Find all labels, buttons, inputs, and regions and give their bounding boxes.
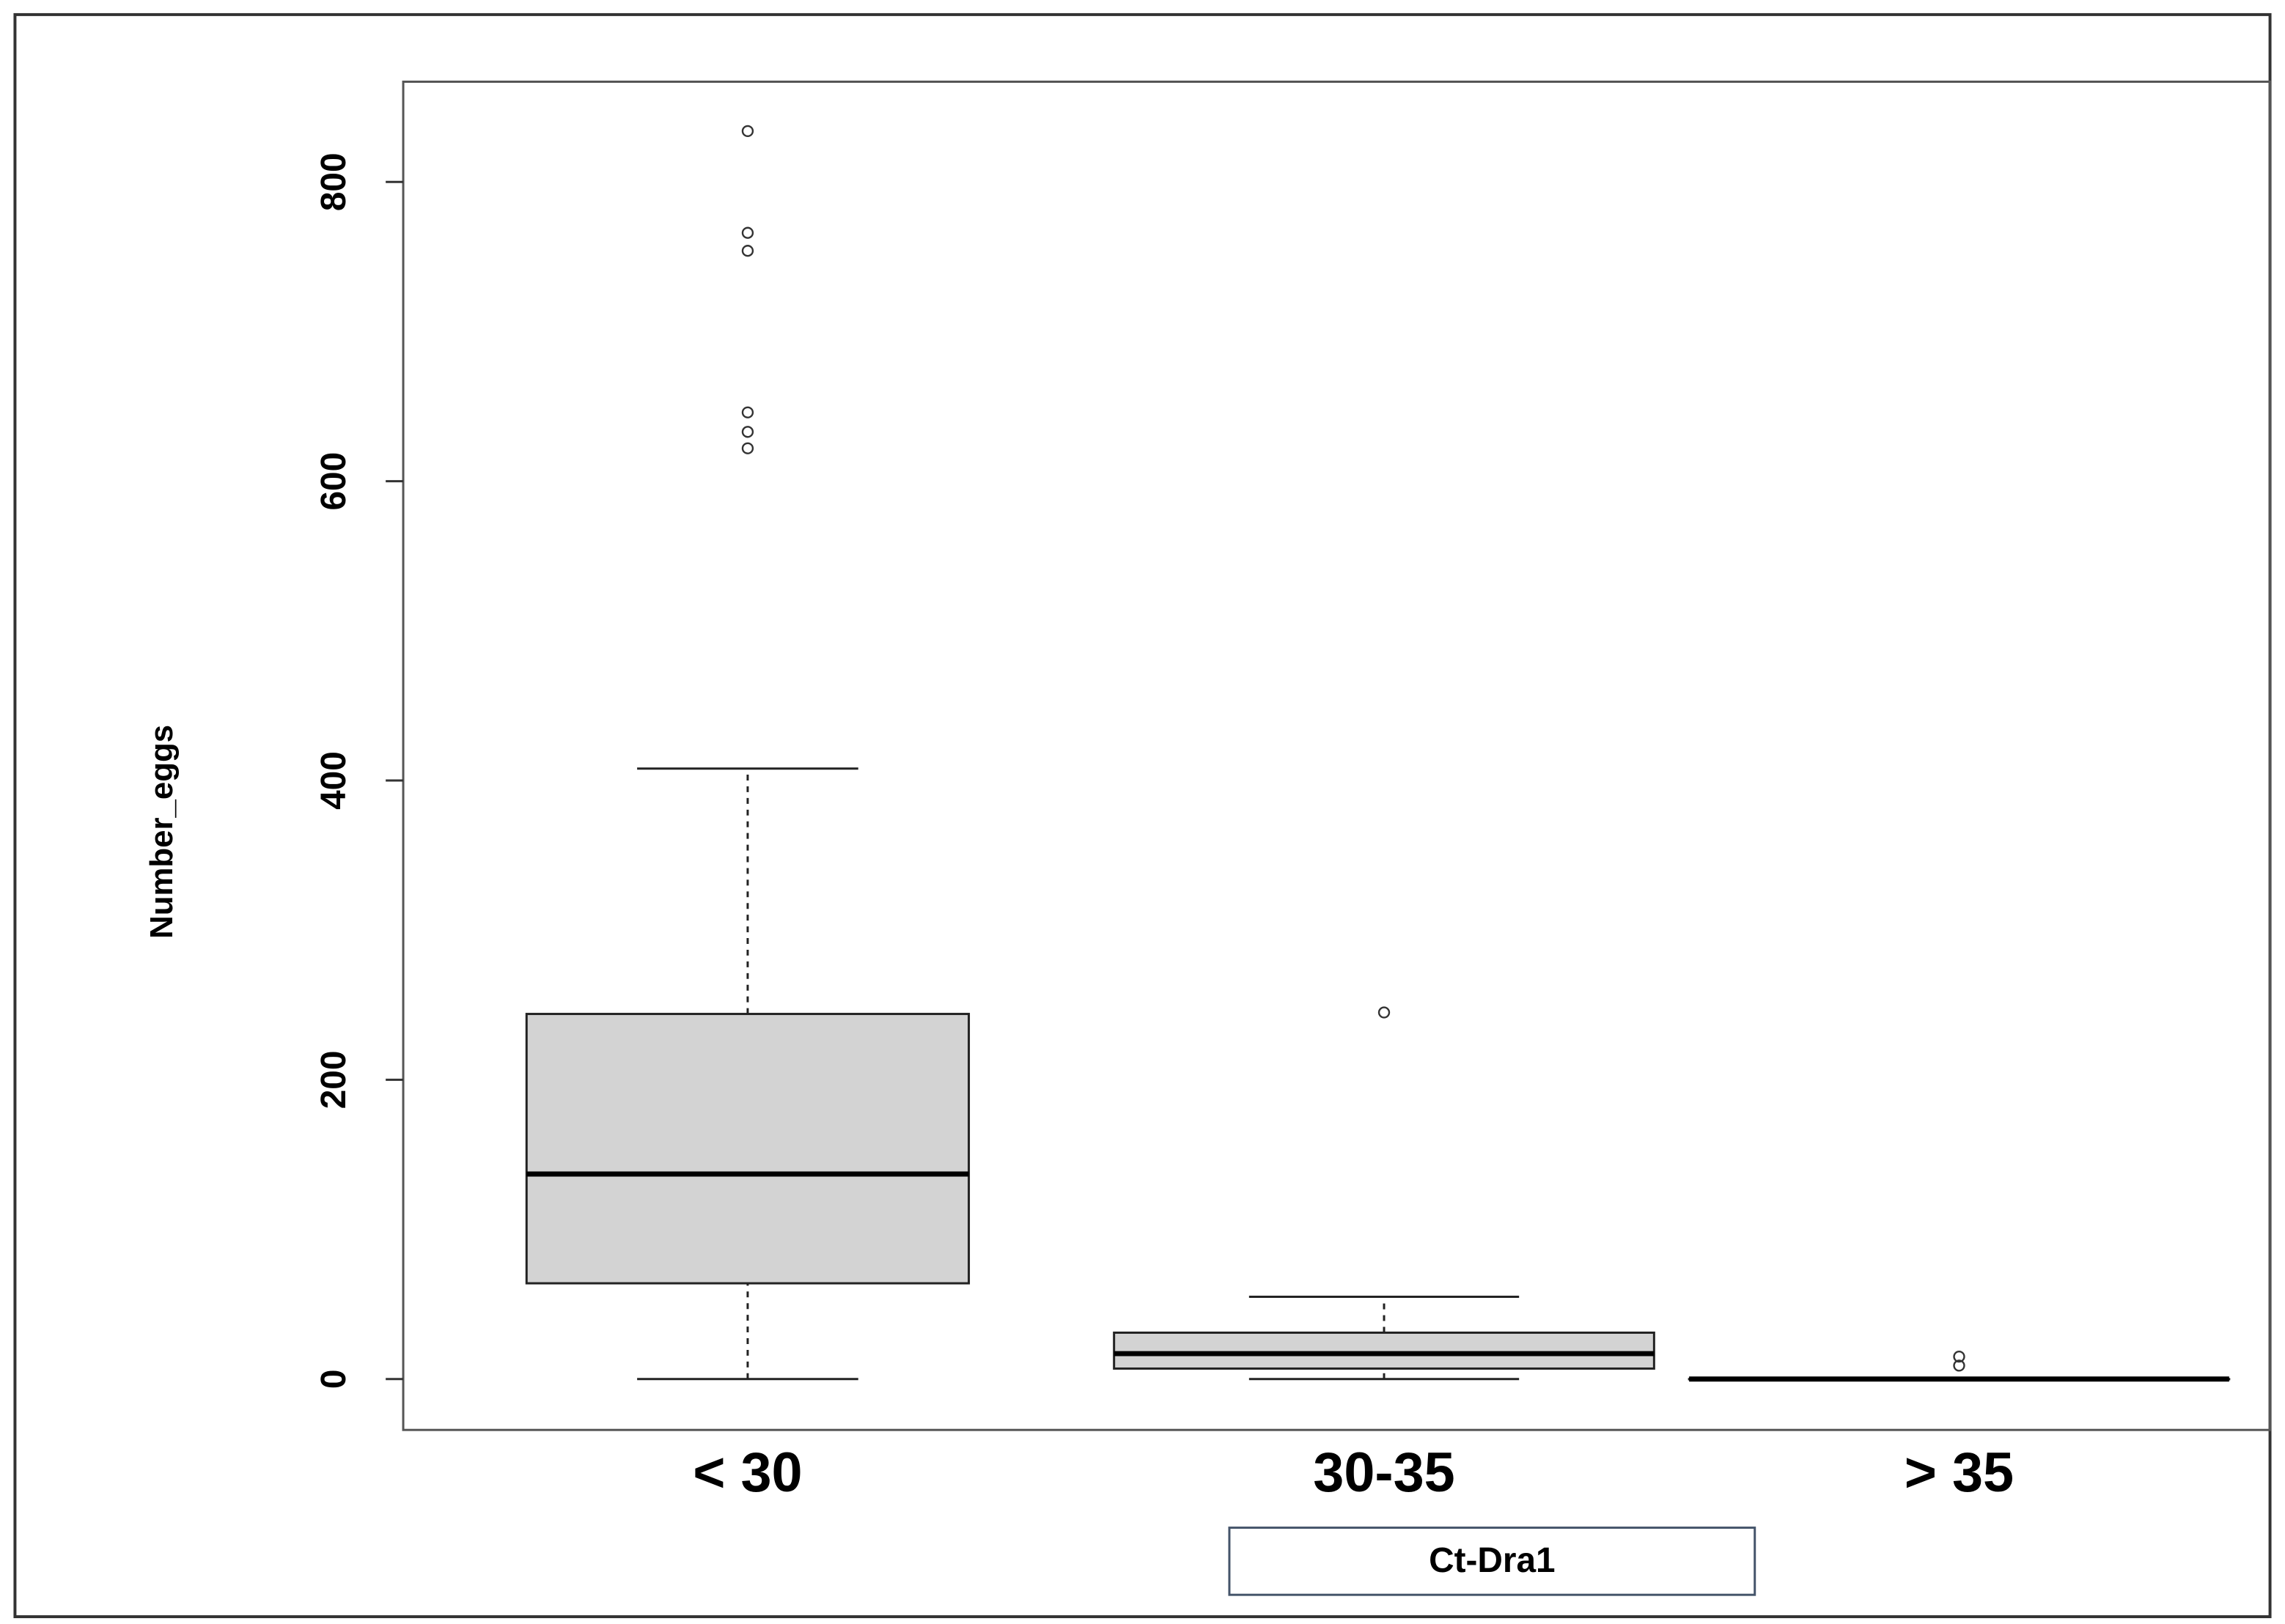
y-tick-label: 400 [314,751,353,810]
outlier [1953,1350,1965,1363]
outlier [741,226,754,239]
x-label-box [1228,1527,1756,1596]
y-tick-label: 0 [314,1369,353,1389]
x-axis-label: Ct-Dra1 [1429,1541,1556,1580]
outlier [1377,1006,1391,1019]
x-tick-label: > 35 [1905,1442,2014,1504]
outlier [741,406,754,418]
box [525,1013,971,1285]
y-axis-label: Number_eggs [144,725,180,939]
plot-area [402,81,2272,1431]
y-tick-label: 800 [314,152,353,211]
outlier [741,426,754,438]
outlier [741,245,754,257]
outlier [741,442,754,454]
outlier [1953,1359,1965,1372]
x-tick-label: 30-35 [1313,1442,1454,1504]
box [1113,1331,1655,1370]
y-tick-label: 600 [314,452,353,511]
x-tick-label: < 30 [693,1442,802,1504]
outlier [741,125,754,138]
y-tick-label: 200 [314,1051,353,1110]
